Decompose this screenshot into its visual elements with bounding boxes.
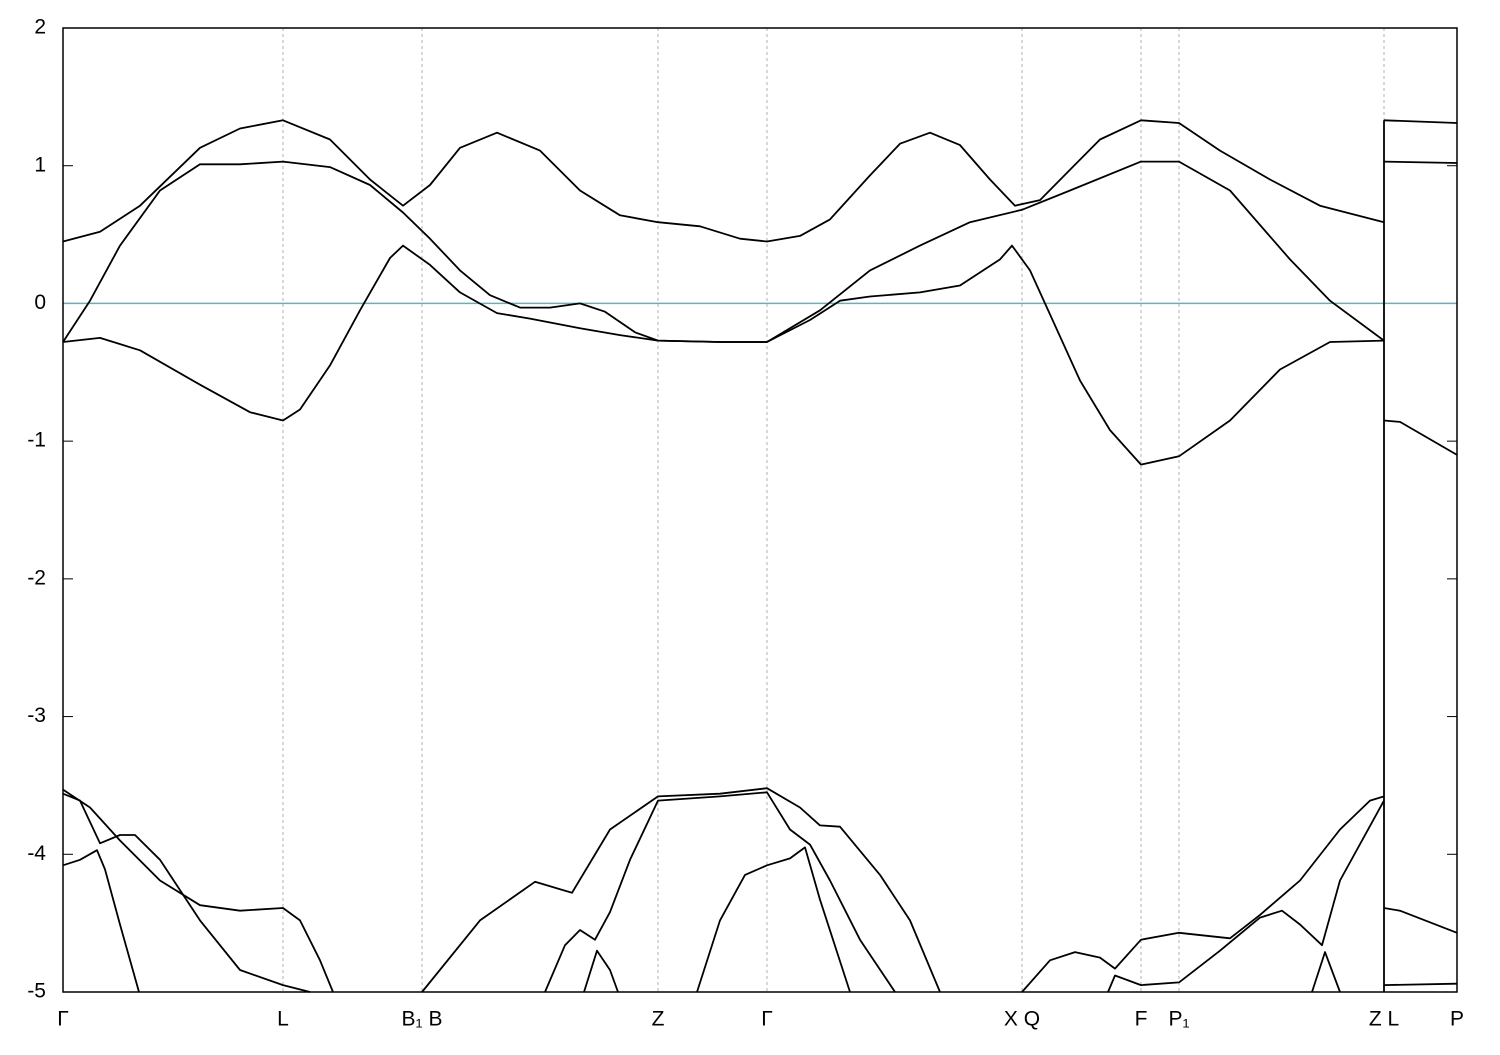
y-tick-label: -5 <box>27 980 46 1003</box>
band-line <box>62 119 1458 243</box>
x-tick-label: Γ <box>761 1008 773 1031</box>
band-line <box>62 792 1458 993</box>
y-tick-label: -3 <box>27 704 46 727</box>
x-tick-label: P₁ <box>1168 1008 1189 1031</box>
y-tick-label: -2 <box>27 566 46 589</box>
y-tick-label: 0 <box>34 291 46 314</box>
x-tick-label: Γ <box>57 1008 69 1031</box>
x-tick-label: Z <box>652 1008 665 1031</box>
y-tick-label: -1 <box>27 429 46 452</box>
band-line <box>62 244 1458 466</box>
x-tick-label: F <box>1135 1008 1148 1031</box>
y-tick-label: -4 <box>27 842 46 865</box>
y-tick-label: 2 <box>34 16 46 39</box>
band-line <box>583 949 1341 993</box>
x-tick-label: Z L <box>1369 1008 1399 1031</box>
band-line <box>62 160 1458 343</box>
plot-frame <box>62 27 1458 993</box>
band-line <box>62 787 1458 993</box>
x-tick-label: X Q <box>1004 1008 1040 1031</box>
x-tick-label: P <box>1450 1008 1464 1031</box>
band-line <box>62 791 896 993</box>
x-tick-label: B₁ B <box>402 1008 443 1031</box>
y-tick-label: 1 <box>34 153 46 176</box>
x-tick-label: L <box>277 1008 289 1031</box>
